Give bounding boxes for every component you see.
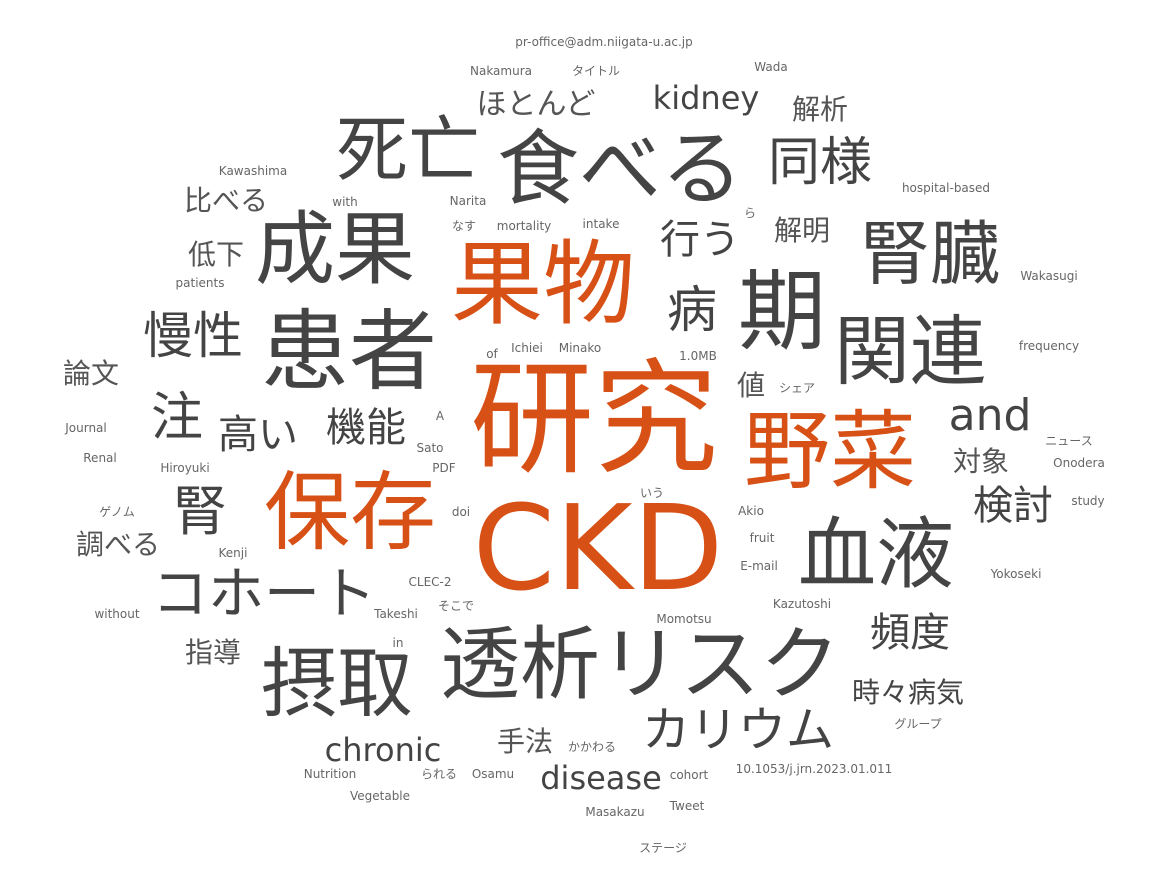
word-ichiei: Ichiei bbox=[511, 341, 543, 355]
word-ra: ら bbox=[743, 206, 757, 220]
word-cohort-en: cohort bbox=[669, 768, 709, 782]
word-frequency: frequency bbox=[1018, 339, 1080, 353]
word-yasai: 野菜 bbox=[744, 402, 916, 502]
word-renal: Renal bbox=[83, 451, 117, 465]
word-email: E-mail bbox=[740, 559, 778, 573]
word-pdf: PDF bbox=[432, 461, 456, 475]
word-tweet: Tweet bbox=[669, 799, 705, 813]
word-momotsu: Momotsu bbox=[656, 612, 712, 626]
word-toseki: 透析リスク bbox=[440, 618, 840, 711]
word-hozon: 保存 bbox=[264, 463, 436, 563]
word-ki: 期 bbox=[737, 260, 827, 363]
word-rareru: られる bbox=[420, 767, 458, 781]
word-vegetable: Vegetable bbox=[349, 789, 411, 803]
word-seika: 成果 bbox=[255, 203, 415, 296]
word-study: study bbox=[1071, 494, 1105, 508]
word-kazutoshi: Kazutoshi bbox=[772, 597, 832, 611]
word-hiroyuki: Hiroyuki bbox=[160, 461, 210, 475]
word-ketsueki: 血液 bbox=[797, 510, 955, 600]
word-wakasugi: Wakasugi bbox=[1020, 269, 1078, 283]
word-shibo: 死亡 bbox=[335, 108, 481, 192]
word-and: and bbox=[948, 390, 1032, 441]
word-kenji: Kenji bbox=[218, 546, 248, 560]
word-iu: いう bbox=[639, 486, 665, 500]
word-share: シェア bbox=[778, 381, 816, 395]
word-onodera: Onodera bbox=[1053, 456, 1105, 470]
word-taisho: 対象 bbox=[952, 445, 1010, 478]
word-mortality: mortality bbox=[496, 219, 552, 233]
word-kaimei: 解明 bbox=[773, 214, 831, 247]
word-byo: 病 bbox=[667, 281, 717, 339]
word-narita: Narita bbox=[449, 194, 487, 208]
word-kabutsu: 果物 bbox=[450, 231, 636, 338]
word-kinou: 機能 bbox=[326, 405, 406, 451]
word-ckd: CKD bbox=[472, 479, 724, 617]
word-jin: 腎 bbox=[173, 480, 227, 543]
word-journal: Journal bbox=[65, 421, 107, 435]
word-sokode: そこで bbox=[437, 599, 475, 613]
word-intake: intake bbox=[582, 217, 620, 231]
word-in: in bbox=[392, 636, 404, 650]
word-wada: Wada bbox=[754, 60, 788, 74]
word-sesshu: 摂取 bbox=[261, 639, 413, 728]
word-without: without bbox=[94, 607, 140, 621]
word-doi: doi bbox=[451, 505, 471, 519]
word-takai: 高い bbox=[218, 412, 298, 458]
word-kawashima: Kawashima bbox=[218, 164, 288, 178]
word-takeshi: Takeshi bbox=[374, 607, 418, 621]
word-shiraberu: 調べる bbox=[75, 528, 161, 561]
word-ronbun: 論文 bbox=[62, 357, 120, 390]
word-kento: 検討 bbox=[973, 483, 1053, 529]
word-with: with bbox=[332, 195, 358, 209]
word-doyo: 同様 bbox=[767, 133, 873, 193]
word-jinzo: 腎臓 bbox=[860, 213, 1000, 295]
word-kalium: カリウム bbox=[641, 702, 835, 758]
word-nasu: なす bbox=[451, 219, 477, 233]
word-kaiseki: 解析 bbox=[791, 93, 849, 126]
word-disease: disease bbox=[540, 759, 662, 797]
word-kuraberu: 比べる bbox=[183, 184, 269, 217]
word-kanja: 患者 bbox=[260, 300, 438, 403]
word-kenkyu: 研究 bbox=[469, 348, 719, 492]
word-akio: Akio bbox=[738, 504, 764, 518]
word-sato: Sato bbox=[416, 441, 444, 455]
word-chu: 注 bbox=[150, 388, 204, 448]
word-cohort: コホート bbox=[152, 562, 376, 627]
word-group: グループ bbox=[894, 717, 942, 731]
word-chronic: chronic bbox=[324, 731, 442, 769]
word-hotondo: ほとんど bbox=[476, 87, 596, 122]
word-osamu: Osamu bbox=[471, 767, 515, 781]
word-email-address: pr-office@adm.niigata-u.ac.jp bbox=[515, 35, 693, 49]
word-patients: patients bbox=[175, 276, 225, 290]
word-shido: 指導 bbox=[184, 636, 242, 669]
word-news: ニュース bbox=[1045, 434, 1093, 448]
word-clec: CLEC-2 bbox=[408, 575, 452, 589]
word-kakawaru: かかわる bbox=[567, 740, 617, 754]
word-okonau: 行う bbox=[660, 217, 740, 263]
word-minako: Minako bbox=[558, 341, 602, 355]
word-hospital-based: hospital-based bbox=[901, 181, 991, 195]
word-doi-number: 10.1053/j.jrn.2023.01.011 bbox=[735, 762, 893, 776]
word-nutrition: Nutrition bbox=[303, 767, 357, 781]
word-jijibyoki: 時々病気 bbox=[851, 676, 965, 709]
word-genome: ゲノム bbox=[99, 505, 135, 519]
word-mansei: 慢性 bbox=[143, 307, 243, 365]
word-masakazu: Masakazu bbox=[585, 805, 645, 819]
word-shuho: 手法 bbox=[496, 725, 554, 758]
word-a: A bbox=[435, 409, 445, 423]
word-teika: 低下 bbox=[187, 238, 245, 271]
word-nakamura: Nakamura bbox=[469, 64, 533, 78]
word-yokoseki: Yokoseki bbox=[990, 567, 1042, 581]
word-hindo: 頻度 bbox=[870, 610, 950, 656]
word-title-jp: タイトル bbox=[571, 64, 621, 78]
word-fruit: fruit bbox=[749, 531, 775, 545]
word-size: 1.0MB bbox=[679, 349, 717, 363]
word-taberu: 食べる bbox=[496, 122, 744, 217]
word-kidney: kidney bbox=[652, 79, 760, 117]
word-stage: ステージ bbox=[639, 841, 687, 855]
word-of: of bbox=[486, 347, 498, 361]
word-atai: 値 bbox=[736, 369, 766, 402]
word-kanren: 関連 bbox=[834, 307, 986, 396]
